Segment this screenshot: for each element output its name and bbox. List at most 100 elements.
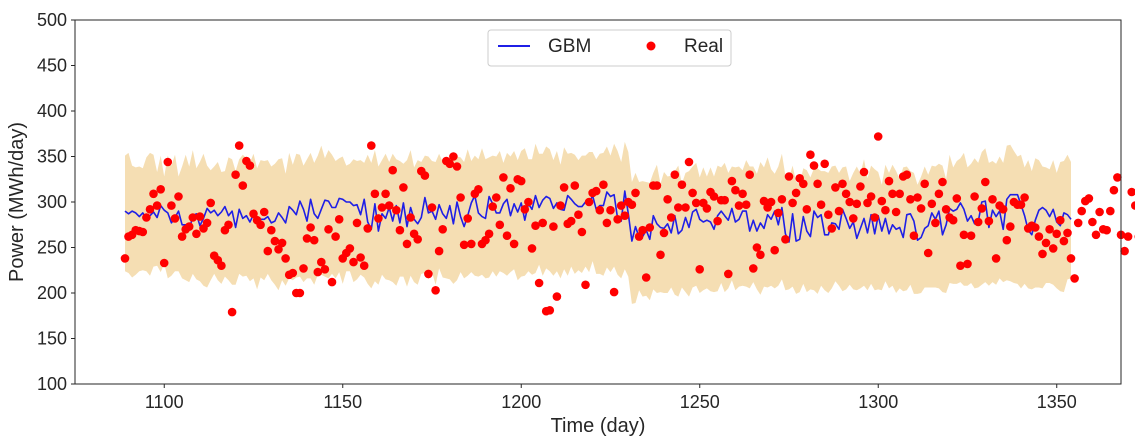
real-point: [1041, 238, 1051, 248]
real-point: [770, 245, 779, 255]
real-point: [766, 197, 776, 207]
real-point: [559, 183, 569, 192]
real-point: [581, 280, 590, 290]
real-point: [556, 201, 565, 210]
real-point: [941, 205, 951, 214]
real-point: [256, 220, 265, 230]
real-point: [245, 161, 255, 170]
real-point: [988, 195, 997, 204]
real-point: [381, 189, 390, 199]
real-point: [320, 265, 330, 274]
real-point: [677, 180, 687, 189]
real-point: [577, 227, 587, 237]
real-series: [120, 132, 1135, 317]
real-point: [570, 181, 580, 190]
real-point: [709, 192, 719, 201]
real-point: [934, 189, 944, 199]
real-point: [1084, 194, 1094, 203]
real-point: [788, 198, 797, 208]
real-point: [684, 157, 694, 167]
real-point: [395, 225, 405, 235]
real-point: [274, 245, 283, 254]
real-point: [627, 200, 637, 209]
real-point: [1109, 185, 1119, 195]
real-point: [1048, 244, 1058, 253]
real-point: [145, 205, 155, 214]
real-point: [1045, 225, 1054, 234]
real-point: [149, 189, 158, 199]
real-point: [552, 292, 562, 301]
real-point: [370, 189, 380, 199]
real-point: [656, 250, 665, 260]
real-point: [920, 179, 929, 189]
real-point: [313, 267, 323, 277]
real-point: [774, 208, 783, 218]
y-axis: 100 150 200 250 300 350 400 450 500: [37, 10, 75, 394]
real-point: [516, 176, 526, 186]
real-point: [224, 220, 233, 230]
legend-real-swatch: [646, 41, 656, 51]
real-point: [438, 225, 448, 234]
real-point: [816, 200, 826, 209]
real-point: [777, 195, 787, 204]
real-point: [456, 193, 465, 202]
real-point: [345, 244, 355, 253]
real-point: [231, 170, 240, 179]
real-point: [288, 268, 298, 278]
real-point: [895, 189, 904, 199]
real-point: [652, 181, 662, 190]
real-point: [906, 195, 915, 204]
real-point: [966, 231, 976, 240]
real-point: [824, 210, 833, 219]
real-point: [634, 232, 644, 241]
real-point: [509, 239, 519, 249]
real-point: [584, 197, 594, 207]
real-point: [538, 218, 547, 228]
real-point: [813, 179, 822, 189]
real-point: [502, 231, 512, 240]
x-axis-label: Time (day): [551, 415, 646, 437]
real-point: [641, 273, 651, 282]
x-tick-label: 1250: [680, 392, 720, 412]
real-point: [531, 221, 540, 230]
real-point: [916, 204, 926, 213]
real-point: [374, 214, 383, 223]
real-point: [367, 141, 376, 150]
real-point: [1073, 218, 1083, 228]
real-point: [884, 176, 894, 186]
real-point: [973, 217, 983, 227]
real-point: [424, 269, 433, 279]
real-point: [309, 235, 319, 245]
real-point: [420, 171, 430, 180]
real-point: [977, 204, 987, 213]
real-point: [359, 261, 369, 271]
real-point: [534, 278, 544, 288]
real-point: [927, 199, 937, 209]
real-point: [802, 205, 812, 214]
real-point: [752, 243, 762, 252]
real-point: [1059, 236, 1069, 246]
real-point: [377, 203, 387, 212]
real-point: [852, 199, 862, 209]
real-point: [1006, 222, 1015, 231]
real-point: [606, 205, 615, 215]
real-point: [263, 246, 273, 256]
real-point: [845, 197, 854, 207]
real-point: [1066, 254, 1076, 263]
real-point: [352, 218, 362, 228]
real-point: [192, 229, 201, 239]
real-point: [295, 288, 305, 298]
real-point: [506, 184, 515, 193]
real-point: [549, 222, 558, 231]
real-point: [749, 264, 758, 273]
real-point: [888, 189, 897, 199]
real-point: [317, 257, 326, 267]
real-point: [631, 188, 640, 198]
real-point: [702, 204, 712, 213]
y-tick-label: 400: [37, 101, 67, 121]
real-point: [659, 228, 669, 238]
real-point: [495, 220, 505, 230]
real-point: [834, 206, 844, 216]
real-point: [1113, 173, 1122, 182]
real-point: [784, 172, 794, 181]
